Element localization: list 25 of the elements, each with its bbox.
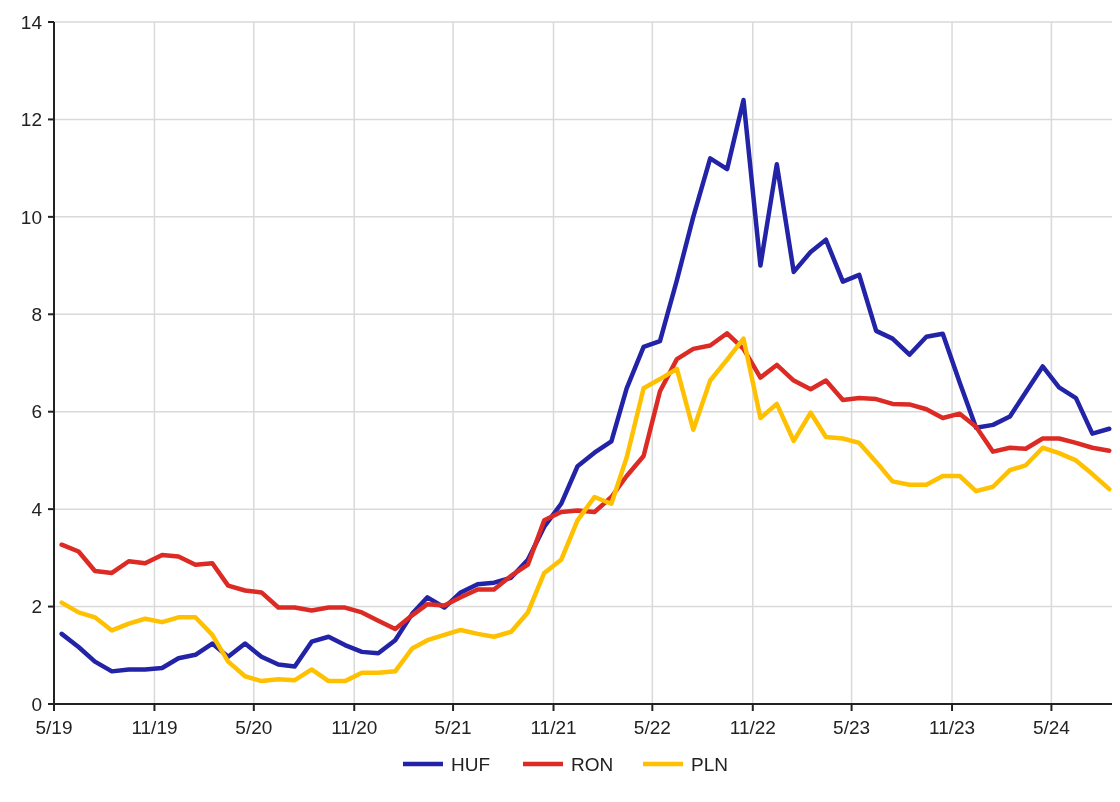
y-tick-label: 0 [31, 693, 42, 715]
x-tick-label: 11/22 [729, 717, 776, 738]
y-tick-label: 14 [20, 11, 43, 33]
x-tick-label: 11/20 [331, 717, 378, 738]
x-tick-label: 5/22 [633, 717, 671, 738]
y-tick-label: 6 [31, 401, 42, 423]
line-series [59, 331, 1112, 632]
x-tick-label: 5/24 [1032, 717, 1071, 738]
x-tick-label: 5/23 [833, 717, 871, 738]
x-tick-label: 5/19 [35, 717, 73, 738]
x-tick-label: 5/20 [235, 717, 273, 738]
x-tick-label: 11/23 [928, 717, 976, 738]
x-tick-label: 11/21 [530, 717, 577, 738]
y-tick-label: 2 [31, 596, 42, 618]
line-series [59, 97, 1112, 674]
line-series [59, 336, 1112, 684]
y-tick-label: 12 [20, 109, 42, 131]
y-tick-label: 4 [31, 498, 43, 520]
x-tick-label: 5/21 [434, 717, 472, 738]
y-tick-label: 10 [20, 206, 42, 228]
legend-label: RON [571, 753, 614, 775]
legend-label: HUF [451, 753, 491, 775]
x-tick-label: 11/19 [131, 717, 178, 738]
legend-label: PLN [691, 753, 728, 775]
y-tick-label: 8 [31, 303, 42, 325]
